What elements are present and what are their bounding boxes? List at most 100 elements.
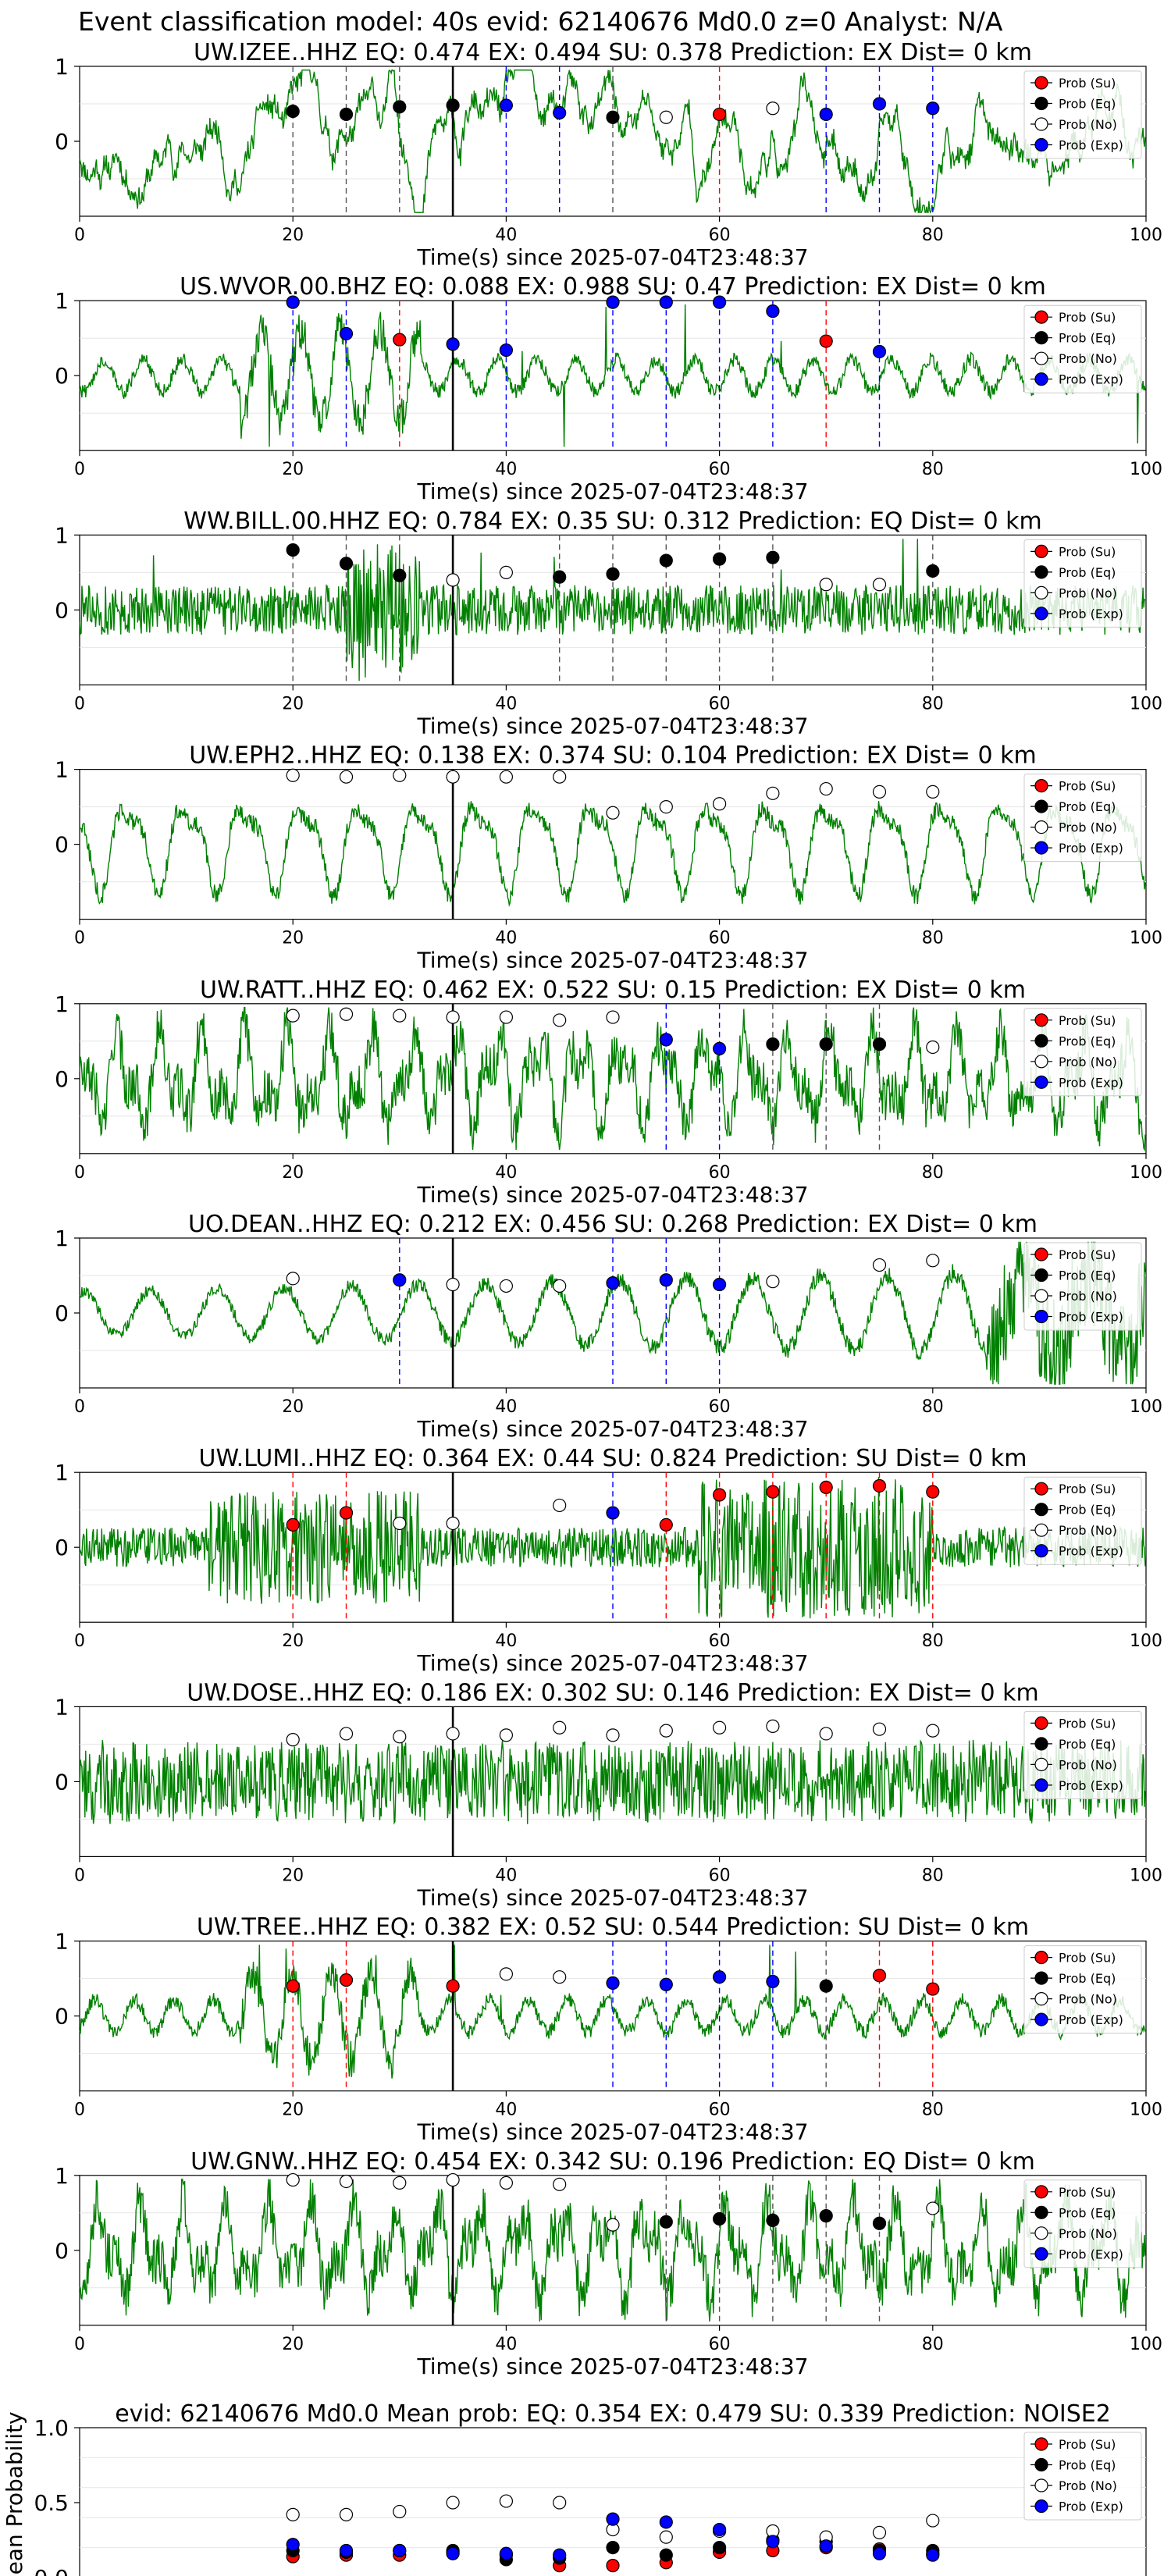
- legend-frame: [1023, 539, 1142, 628]
- xtick-label: 60: [709, 226, 731, 245]
- prob-marker-eq: [819, 1037, 833, 1051]
- waveform-trace: [79, 304, 1146, 447]
- prob-marker-eq: [393, 568, 407, 582]
- prob-marker-no: [393, 1516, 407, 1531]
- prob-marker-no: [499, 2176, 514, 2190]
- x-axis-label: Time(s) since 2025-07-04T23:48:37: [416, 479, 808, 504]
- legend-marker-exp: [1034, 1778, 1048, 1792]
- panel-10-legend: Prob (Su) Prob (Eq) Prob (No) Prob (Exp): [1023, 2179, 1142, 2268]
- ytick-label: 0: [55, 2004, 69, 2030]
- xtick-label: 60: [709, 2101, 731, 2120]
- xtick-label: 0: [74, 226, 85, 245]
- prob-marker-exp: [712, 295, 727, 309]
- mean-point-exp: [339, 2543, 354, 2558]
- prob-marker-exp: [339, 326, 354, 341]
- ytick-label: 1: [55, 1460, 69, 1485]
- ytick-label: 0.0: [34, 2565, 69, 2576]
- mean-point-exp: [926, 2548, 940, 2562]
- xtick-label: 100: [1130, 1631, 1162, 1651]
- legend-marker-no: [1034, 1757, 1048, 1771]
- xtick-label: 20: [282, 1866, 304, 1885]
- prob-marker-no: [606, 2218, 620, 2232]
- prob-marker-no: [766, 786, 780, 800]
- xtick-label: 0: [74, 460, 85, 479]
- legend-marker-no: [1034, 585, 1048, 600]
- xtick-label: 80: [922, 929, 944, 948]
- prob-marker-no: [393, 1730, 407, 1744]
- legend-label-no: Prob (No): [1059, 1289, 1117, 1304]
- prob-marker-exp: [606, 1276, 620, 1290]
- legend-label-no: Prob (No): [1059, 2226, 1117, 2241]
- xtick-label: 80: [922, 2335, 944, 2354]
- ytick-label: 0.5: [34, 2490, 69, 2516]
- legend-label-exp: Prob (Exp): [1059, 138, 1123, 153]
- xtick-label: 40: [495, 2335, 517, 2354]
- prob-marker-eq: [606, 567, 620, 581]
- panel-title: evid: 62140676 Md0.0 Mean prob: EQ: 0.35…: [115, 2400, 1111, 2428]
- legend-label-su: Prob (Su): [1059, 2437, 1116, 2452]
- legend-label-eq: Prob (Eq): [1059, 2205, 1116, 2220]
- legend-label-su: Prob (Su): [1059, 779, 1116, 794]
- xtick-label: 40: [495, 1397, 517, 1417]
- prob-marker-no: [286, 1272, 300, 1286]
- prob-marker-no: [286, 1733, 300, 1747]
- prob-marker-exp: [659, 1033, 673, 1047]
- prob-marker-no: [393, 1009, 407, 1023]
- prob-marker-no: [926, 1040, 940, 1055]
- legend-frame: [1023, 1242, 1142, 1331]
- legend-label-exp: Prob (Exp): [1059, 2247, 1123, 2261]
- legend-frame: [1023, 774, 1142, 863]
- legend-marker-eq: [1034, 1034, 1048, 1048]
- legend-label-exp: Prob (Exp): [1059, 1544, 1123, 1559]
- waveform-trace: [79, 801, 1146, 907]
- ytick-label: 1: [55, 1694, 69, 1720]
- ytick-label: 0: [55, 832, 69, 858]
- panel-6-legend: Prob (Su) Prob (Eq) Prob (No) Prob (Exp): [1023, 1242, 1142, 1331]
- legend-marker-eq: [1034, 565, 1048, 579]
- panel-title: UO.DEAN..HHZ EQ: 0.212 EX: 0.456 SU: 0.2…: [188, 1211, 1038, 1238]
- prob-marker-eq: [339, 557, 354, 571]
- prob-marker-su: [339, 1506, 354, 1520]
- legend-label-no: Prob (No): [1059, 820, 1117, 835]
- mean-point-eq: [659, 2548, 673, 2562]
- legend-label-su: Prob (Su): [1059, 544, 1116, 559]
- waveform-trace: [79, 1006, 1146, 1152]
- x-axis-label: Time(s) since 2025-07-04T23:48:37: [416, 244, 808, 270]
- legend-marker-no: [1034, 117, 1048, 131]
- prob-marker-no: [819, 1727, 833, 1741]
- legend-marker-su: [1034, 76, 1048, 90]
- ytick-label: 0: [55, 1066, 69, 1092]
- prob-marker-no: [339, 2174, 354, 2189]
- xtick-label: 60: [709, 2335, 731, 2354]
- ytick-label: 1: [55, 288, 69, 314]
- legend-label-no: Prob (No): [1059, 1992, 1117, 2007]
- legend-marker-eq: [1034, 1503, 1048, 1517]
- legend-label-su: Prob (Su): [1059, 1247, 1116, 1262]
- prob-marker-eq: [872, 2216, 887, 2230]
- x-axis-label: Time(s) since 2025-07-04T23:48:37: [416, 713, 808, 738]
- prob-marker-no: [553, 1970, 567, 1984]
- prob-marker-exp: [819, 107, 833, 122]
- legend-marker-eq: [1034, 799, 1048, 813]
- legend-label-eq: Prob (Eq): [1059, 1268, 1116, 1283]
- ytick-label: 0: [55, 597, 69, 623]
- legend-label-exp: Prob (Exp): [1059, 1310, 1123, 1325]
- mean-point-no: [553, 2496, 567, 2510]
- mean-point-no: [393, 2504, 407, 2519]
- x-axis-label: Time(s) since 2025-07-04T23:48:37: [416, 2119, 808, 2145]
- mean-probability-panel: evid: 62140676 Md0.0 Mean prob: EQ: 0.35…: [2, 2400, 1147, 2576]
- legend-marker-eq: [1034, 1971, 1048, 1985]
- xtick-label: 40: [495, 1163, 517, 1183]
- legend-marker-su: [1034, 544, 1048, 559]
- prob-marker-no: [446, 1277, 460, 1292]
- legend-label-su: Prob (Su): [1059, 1716, 1116, 1731]
- station-panel-7: UW.LUMI..HHZ EQ: 0.364 EX: 0.44 SU: 0.82…: [55, 1445, 1162, 1676]
- prob-marker-no: [553, 1720, 567, 1735]
- prob-marker-no: [926, 1724, 940, 1738]
- legend-label-no: Prob (No): [1059, 1055, 1117, 1069]
- mean-point-no: [286, 2507, 300, 2521]
- xtick-label: 60: [709, 1163, 731, 1183]
- xtick-label: 20: [282, 460, 304, 479]
- ytick-label: 0: [55, 1769, 69, 1795]
- prob-marker-exp: [712, 1277, 727, 1292]
